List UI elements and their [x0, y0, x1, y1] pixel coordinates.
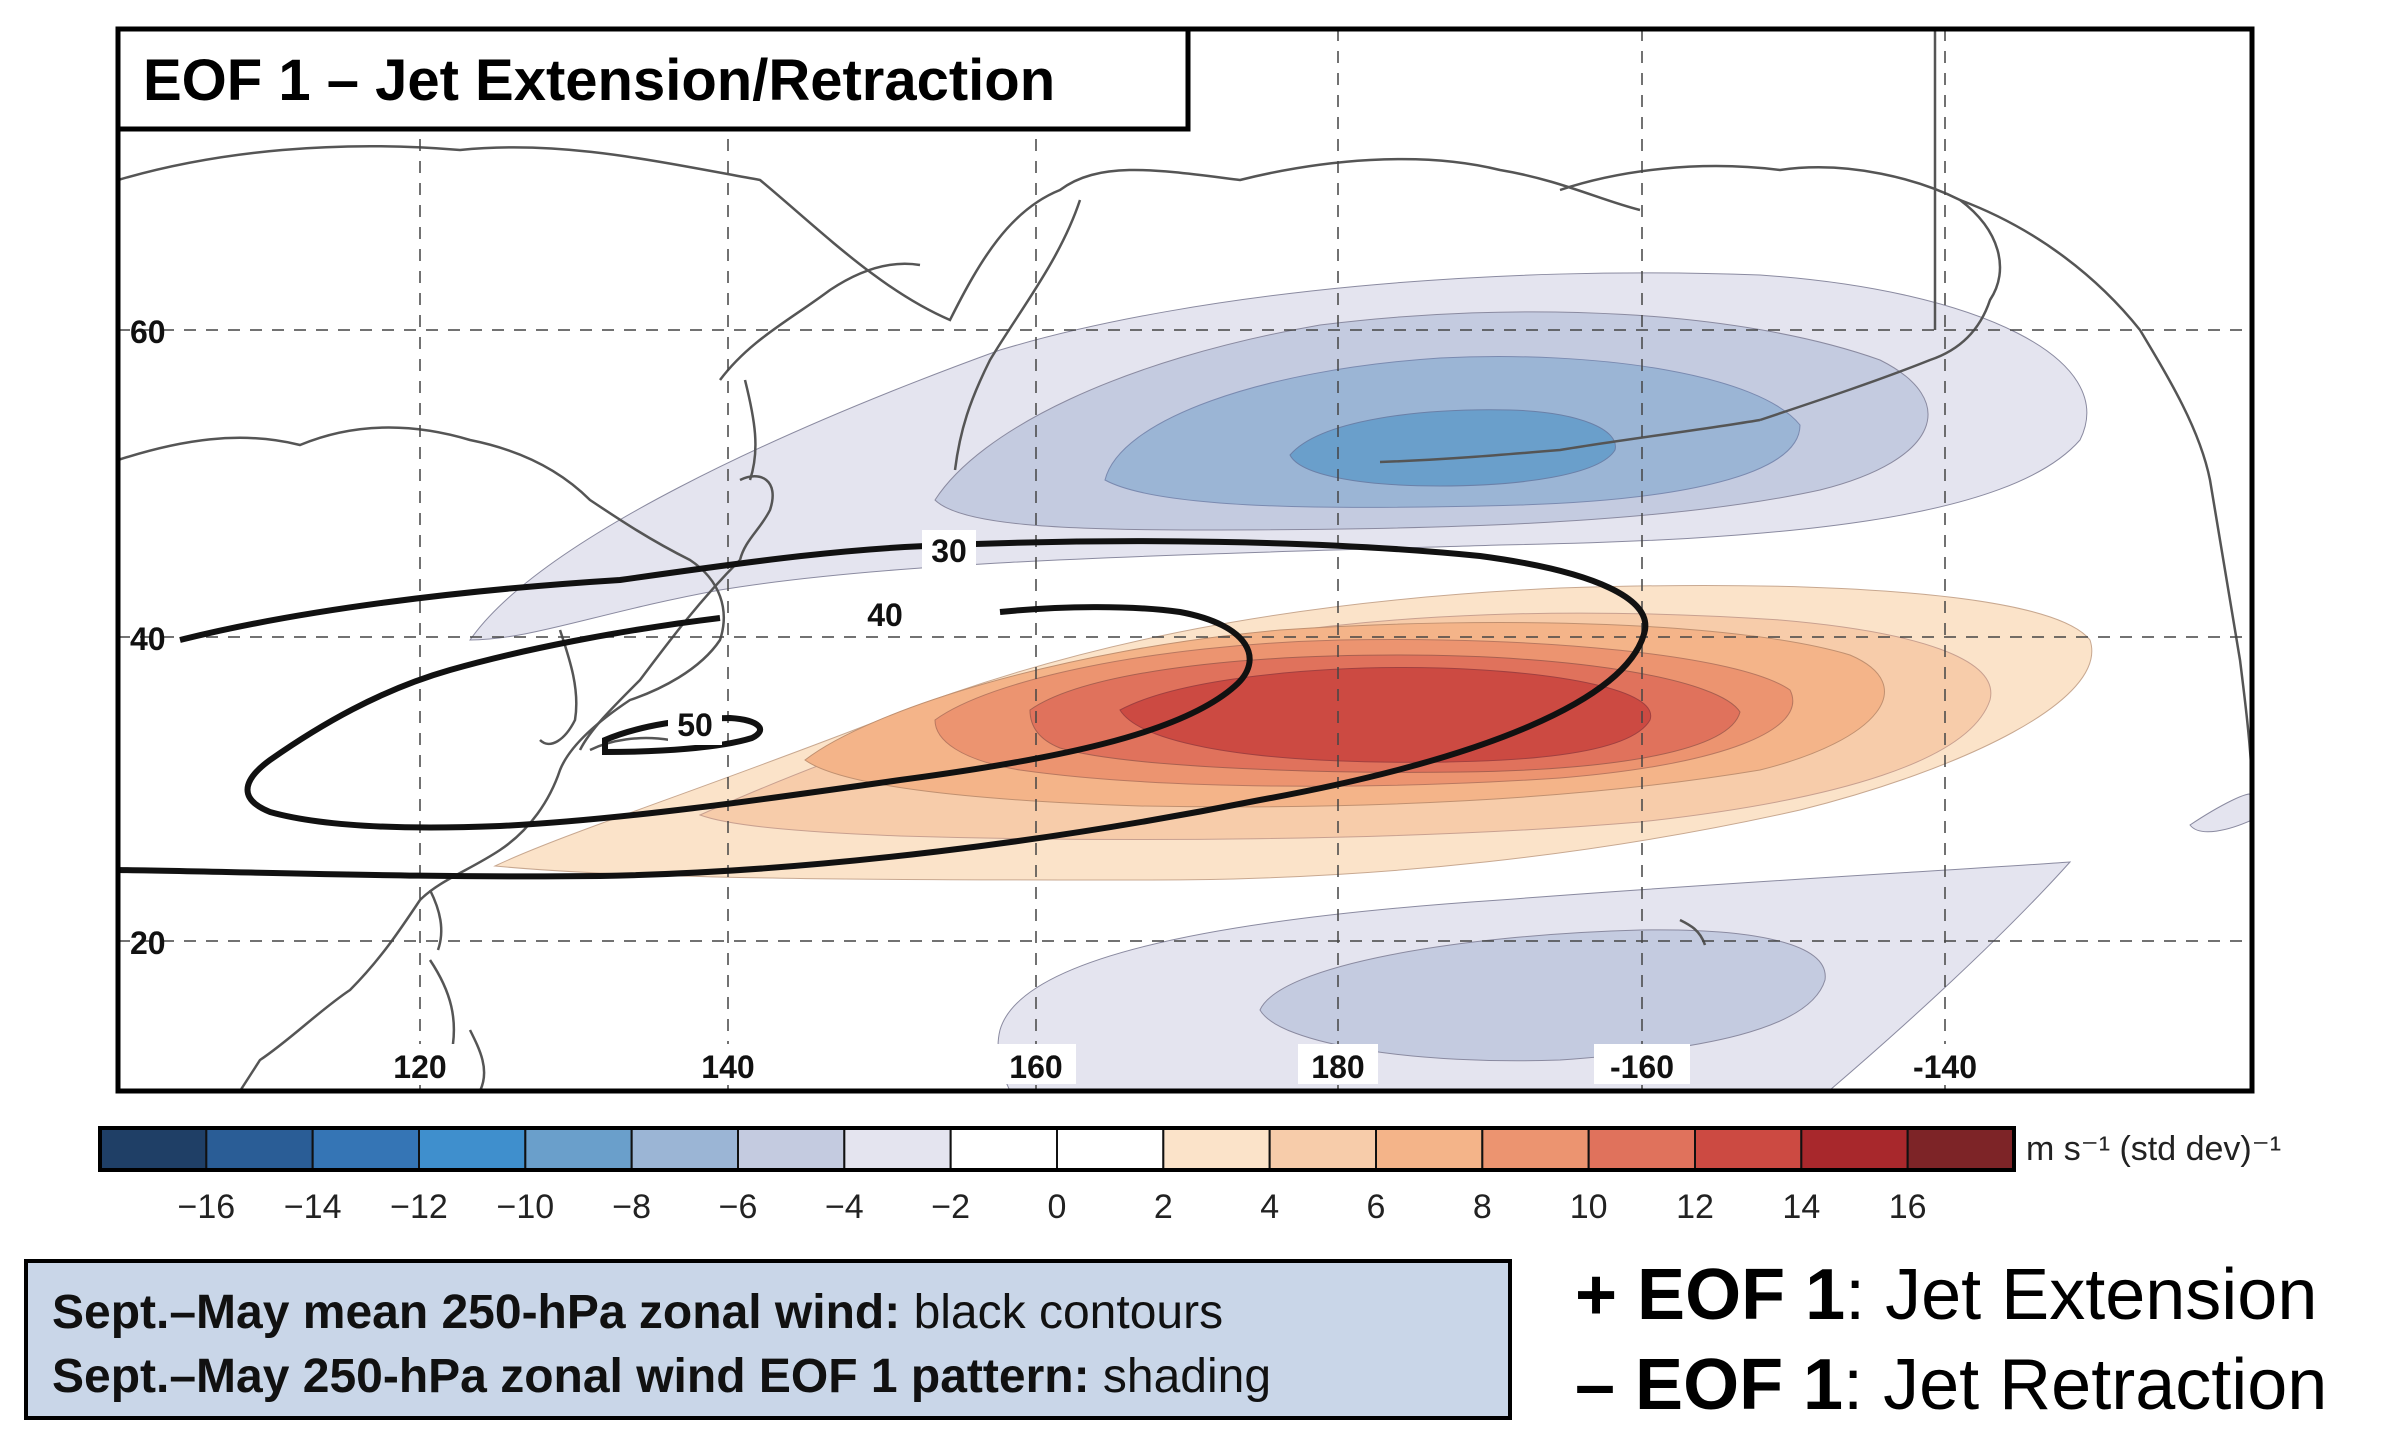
eof-key-minus-label: – EOF 1	[1575, 1345, 1844, 1425]
title-box	[115, 26, 1191, 132]
colorbar-tick-label: 0	[1048, 1188, 1067, 1226]
colorbar-tick-label: −8	[612, 1188, 651, 1226]
colorbar-segment	[205, 1127, 314, 1171]
legend-line-shading: Sept.–May 250-hPa zonal wind EOF 1 patte…	[52, 1345, 1508, 1409]
lon-label-m160: -160	[1610, 1049, 1674, 1085]
colorbar-tick-label: −16	[177, 1188, 235, 1226]
eof-key-plus-desc: : Jet Extension	[1845, 1255, 2318, 1335]
colorbar-tick-label: 10	[1570, 1188, 1608, 1226]
colorbar-segment	[1800, 1127, 1909, 1171]
contour-label-30: 30	[931, 533, 967, 569]
colorbar-segment	[1056, 1127, 1165, 1171]
coastlines	[118, 29, 2252, 1091]
legend-shading-desc: shading	[1089, 1350, 1272, 1403]
contour-label-50: 50	[677, 707, 713, 743]
colorbar-segment	[843, 1127, 952, 1171]
colorbar-segment	[949, 1127, 1059, 1171]
colorbar	[98, 1126, 2016, 1172]
colorbar-segment	[630, 1127, 740, 1171]
lon-label-m140: -140	[1913, 1049, 1977, 1085]
colorbar-tick-label: 4	[1260, 1188, 1279, 1226]
colorbar-segment	[311, 1127, 420, 1171]
shade-neg4-south	[1259, 929, 1826, 1062]
lon-label-120: 120	[393, 1049, 446, 1085]
figure-title: EOF 1 – Jet Extension/Retraction	[143, 48, 1055, 113]
lon-label-180: 180	[1311, 1049, 1364, 1085]
japan-honshu	[578, 559, 741, 752]
okhotsk-west	[719, 262, 921, 381]
latitude-labels: 60 40 20	[130, 314, 166, 961]
contour-label-group: 30 40 50	[668, 530, 976, 745]
taiwan	[428, 889, 443, 951]
contour-label-40: 40	[867, 597, 903, 633]
colorbar-segment	[1268, 1127, 1377, 1171]
colorbar-unit-label: m s⁻¹ (std dev)⁻¹	[2026, 1130, 2281, 1168]
colorbar-segment	[1375, 1127, 1484, 1171]
eof-key-plus: + EOF 1: Jet Extension	[1575, 1250, 2375, 1340]
colorbar-segment	[99, 1127, 208, 1171]
eof-key: + EOF 1: Jet Extension – EOF 1: Jet Retr…	[1575, 1250, 2375, 1430]
korea	[539, 629, 578, 746]
colorbar-tick-label: −4	[825, 1188, 864, 1226]
lon-label-160: 160	[1009, 1049, 1062, 1085]
siberia-coast	[118, 145, 1641, 322]
longitude-labels: 120 140 160 180 -160 -140	[380, 1044, 1993, 1085]
mean-wind-contours	[118, 538, 1649, 880]
lon-label-140: 140	[701, 1049, 754, 1085]
contour-30	[118, 538, 1649, 880]
na-west-coast	[1959, 198, 2252, 781]
colorbar-segment	[1481, 1127, 1590, 1171]
colorbar-tick-label: −2	[931, 1188, 970, 1226]
lat-label-40: 40	[130, 621, 166, 657]
colorbar-tick-label: 14	[1782, 1188, 1820, 1226]
colorbar-segment	[737, 1127, 846, 1171]
legend-contours-desc: black contours	[900, 1286, 1224, 1339]
graticule	[118, 29, 2252, 1091]
colorbar-segment	[524, 1127, 633, 1171]
colorbar-tick-labels: −16 −14 −12 −10 −8 −6 −4 −2 0 2 4 6 8 10 12 14 16	[177, 1188, 1926, 1226]
colorbar-tick-label: −14	[284, 1188, 342, 1226]
contour-40	[244, 604, 1253, 831]
hokkaido	[738, 475, 774, 561]
sakhalin	[743, 379, 757, 481]
asia-coast	[118, 426, 725, 1091]
colorbar-tick-label: 2	[1154, 1188, 1173, 1226]
eof-key-minus-desc: : Jet Retraction	[1843, 1345, 2328, 1425]
colorbar-tick-label: 16	[1889, 1188, 1927, 1226]
shade-pos12	[1119, 667, 1652, 763]
legend-line-contours: Sept.–May mean 250-hPa zonal wind: black…	[52, 1281, 1508, 1345]
alaska-coast	[1559, 164, 2002, 422]
negative-anomaly-south	[997, 793, 2252, 1091]
colorbar-tick-label: −10	[496, 1188, 554, 1226]
colorbar-tick-label: −6	[719, 1188, 758, 1226]
kamchatka	[953, 199, 1082, 471]
lat-label-20: 20	[130, 925, 166, 961]
colorbar-segment	[1587, 1127, 1696, 1171]
alaska-peninsula	[1379, 418, 1761, 464]
eof-key-minus: – EOF 1: Jet Retraction	[1575, 1340, 2375, 1430]
colorbar-frame	[98, 1126, 2016, 1172]
legend-box: Sept.–May mean 250-hPa zonal wind: black…	[24, 1259, 1512, 1420]
map-content: 30 40 50 60 40 20 120 140 160 180 -160 -…	[118, 29, 2252, 1091]
colorbar-segment	[1162, 1127, 1271, 1171]
colorbar-segment	[1694, 1127, 1803, 1171]
colorbar-tick-label: −12	[390, 1188, 448, 1226]
legend-contours-label: Sept.–May mean 250-hPa zonal wind:	[52, 1286, 901, 1339]
colorbar-segment	[418, 1127, 527, 1171]
lat-label-60: 60	[130, 314, 166, 350]
colorbar-tick-label: 12	[1676, 1188, 1714, 1226]
shade-neg2-east	[2189, 793, 2252, 833]
colorbar-tick-label: 6	[1367, 1188, 1386, 1226]
legend-shading-label: Sept.–May 250-hPa zonal wind EOF 1 patte…	[52, 1350, 1090, 1403]
colorbar-segment	[1906, 1127, 2015, 1171]
eof-key-plus-label: + EOF 1	[1575, 1255, 1846, 1335]
contour-50	[602, 714, 763, 756]
colorbar-tick-label: 8	[1473, 1188, 1492, 1226]
shade-neg8	[1289, 409, 1616, 487]
positive-anomaly-center	[493, 585, 2093, 881]
